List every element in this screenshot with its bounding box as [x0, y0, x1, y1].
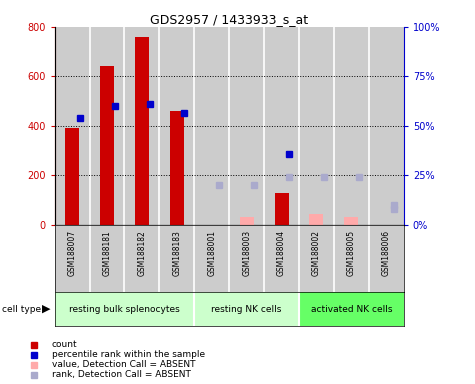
- Text: activated NK cells: activated NK cells: [311, 305, 392, 314]
- Text: percentile rank within the sample: percentile rank within the sample: [52, 350, 205, 359]
- Bar: [310, 214, 323, 225]
- Text: cell type: cell type: [2, 305, 41, 314]
- Bar: [170, 111, 184, 225]
- Bar: [344, 217, 358, 225]
- Text: GSM188182: GSM188182: [137, 230, 146, 276]
- Text: GSM188007: GSM188007: [67, 230, 76, 276]
- Text: GSM188005: GSM188005: [347, 230, 356, 276]
- Bar: [160, 27, 194, 225]
- Text: GSM188006: GSM188006: [382, 230, 391, 276]
- Text: resting NK cells: resting NK cells: [211, 305, 282, 314]
- Bar: [135, 37, 149, 225]
- Text: value, Detection Call = ABSENT: value, Detection Call = ABSENT: [52, 360, 195, 369]
- Bar: [65, 128, 79, 225]
- Text: GSM188002: GSM188002: [312, 230, 321, 276]
- Bar: [229, 27, 264, 225]
- Bar: [229, 225, 264, 292]
- Bar: [89, 225, 124, 292]
- Bar: [369, 27, 404, 225]
- Bar: [299, 225, 334, 292]
- Bar: [124, 27, 160, 225]
- Title: GDS2957 / 1433933_s_at: GDS2957 / 1433933_s_at: [150, 13, 308, 26]
- Bar: [124, 225, 160, 292]
- Text: resting bulk splenocytes: resting bulk splenocytes: [69, 305, 180, 314]
- Text: count: count: [52, 340, 77, 349]
- Bar: [299, 27, 334, 225]
- Text: GSM188181: GSM188181: [103, 230, 112, 276]
- Bar: [194, 27, 229, 225]
- Bar: [334, 27, 369, 225]
- Bar: [299, 292, 404, 326]
- Text: ▶: ▶: [42, 304, 51, 314]
- Bar: [100, 66, 114, 225]
- Text: GSM188183: GSM188183: [172, 230, 181, 276]
- Bar: [55, 27, 89, 225]
- Text: GSM188004: GSM188004: [277, 230, 286, 276]
- Bar: [194, 225, 229, 292]
- Bar: [369, 225, 404, 292]
- Bar: [194, 292, 299, 326]
- Bar: [275, 192, 288, 225]
- Bar: [160, 225, 194, 292]
- Bar: [334, 225, 369, 292]
- Text: GSM188003: GSM188003: [242, 230, 251, 276]
- Bar: [89, 27, 124, 225]
- Text: rank, Detection Call = ABSENT: rank, Detection Call = ABSENT: [52, 370, 190, 379]
- Text: GSM188001: GSM188001: [207, 230, 216, 276]
- Bar: [264, 27, 299, 225]
- Bar: [55, 225, 89, 292]
- Bar: [55, 292, 194, 326]
- Bar: [240, 217, 254, 225]
- Bar: [264, 225, 299, 292]
